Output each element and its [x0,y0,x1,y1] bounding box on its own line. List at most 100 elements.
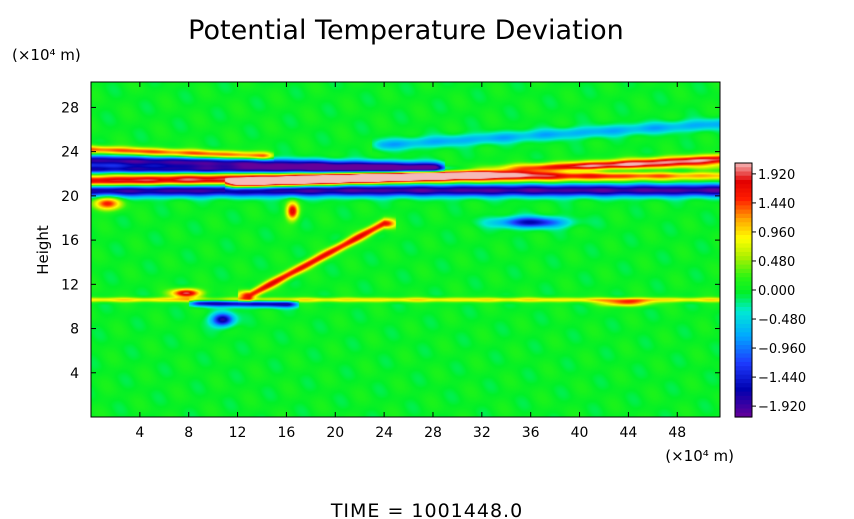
y-axis-label: Height [34,225,52,275]
plot-area [91,82,720,417]
x-tick-label: 44 [619,425,637,441]
y-tick-label: 4 [70,366,79,382]
colorbar-swatch [735,179,752,185]
colorbar-swatch [735,315,752,321]
colorbar-tick-label: −1.920 [758,400,806,415]
colorbar-swatch [735,404,752,410]
colorbar-swatch [735,336,752,342]
colorbar-swatch [735,306,752,312]
colorbar-tick-label: 0.480 [758,255,795,270]
colorbar-swatch [735,323,752,329]
x-tick-label: 36 [522,425,540,441]
colorbar-swatch [735,175,752,181]
colorbar-swatch [735,383,752,388]
colorbar-swatch [735,256,752,261]
colorbar-swatch [735,264,752,270]
y-tick-label: 24 [61,145,79,161]
colorbar-swatch [735,239,752,245]
colorbar-swatch [735,163,752,168]
x-tick-label: 40 [571,425,589,441]
colorbar-tick-label: 0.960 [758,226,795,241]
chart-title: Potential Temperature Deviation [188,15,624,46]
colorbar-swatch [735,171,752,177]
colorbar-swatch [735,400,752,405]
colorbar-swatch [735,290,752,295]
colorbar-swatch [735,192,752,198]
colorbar-swatch [735,387,752,393]
colorbar-swatch [735,361,752,367]
y-tick-label: 8 [70,322,79,338]
y-unit-label: (×10⁴ m) [12,46,81,64]
x-axis-ticks: 4 8 12 16 20 24 28 32 36 40 44 48 [135,82,686,441]
colorbar-swatch [735,345,752,350]
colorbar-tick-label: 1.920 [758,168,795,183]
x-unit-label: (×10⁴ m) [665,447,734,465]
colorbar-swatch [735,188,752,194]
x-tick-label: 8 [184,425,193,441]
colorbar-swatch [735,370,752,376]
colorbar-swatch [735,285,752,291]
colorbar-swatch [735,184,752,189]
x-tick-label: 28 [424,425,442,441]
colorbar-swatch [735,302,752,308]
colorbar-tick-label: −0.480 [758,313,806,328]
colorbar-swatch [735,243,752,249]
colorbar-swatch [735,226,752,232]
plot-frame [90,81,721,418]
colorbar-swatch [735,277,752,283]
colorbar-swatch [735,205,752,211]
colorbar-tick-label: 1.440 [758,197,795,212]
colorbar-swatch [735,395,752,401]
colorbar-swatch [735,298,752,304]
colorbar-swatch [735,209,752,215]
colorbar-tick-label: −0.960 [758,342,806,357]
colorbar-swatch [735,311,752,316]
x-tick-label: 24 [375,425,393,441]
colorbar-swatch [735,319,752,325]
colorbar-swatch [735,408,752,414]
y-tick-label: 20 [61,189,79,205]
colorbar-swatch [735,366,752,372]
colorbar-swatch [735,260,752,266]
colorbar-swatch [735,294,752,300]
colorbar-swatch [735,251,752,257]
colorbar-swatch [735,391,752,397]
y-tick-label: 16 [61,233,79,249]
x-tick-label: 32 [473,425,491,441]
colorbar-tick-label: −1.440 [758,371,806,386]
colorbar-swatch [735,273,752,278]
colorbar: 1.920 1.440 0.960 0.480 0.000 −0.480 −0.960 −1.… [734,162,806,418]
colorbar-swatch [735,230,752,236]
x-tick-label: 20 [326,425,344,441]
colorbar-swatch [735,234,752,240]
time-label: TIME = 1001448.0 [330,500,523,519]
colorbar-swatch [735,268,752,274]
y-tick-label: 28 [61,100,79,116]
x-tick-label: 16 [278,425,296,441]
x-tick-label: 12 [229,425,247,441]
colorbar-swatch [735,349,752,355]
y-axis-ticks: 4 8 12 16 20 24 28 [61,100,720,382]
y-tick-label: 12 [61,277,79,293]
colorbar-swatch [735,167,752,173]
colorbar-swatch [735,218,752,223]
colorbar-swatch [735,374,752,380]
colorbar-swatch [735,213,752,219]
x-tick-label: 4 [135,425,144,441]
colorbar-swatch [735,412,752,418]
colorbar-swatch [735,281,752,287]
colorbar-swatch [735,328,752,333]
colorbar-swatch [735,332,752,338]
colorbar-swatch [735,353,752,359]
colorbar-swatch [735,196,752,202]
colorbar-swatch [735,378,752,384]
x-tick-label: 48 [668,425,686,441]
heatmap-field [91,82,720,417]
colorbar-tick-label: 0.000 [758,284,795,299]
colorbar-swatch [735,340,752,346]
colorbar-swatch [735,247,752,253]
colorbar-swatch [735,201,752,206]
colorbar-swatch [735,222,752,228]
colorbar-swatch [735,357,752,363]
